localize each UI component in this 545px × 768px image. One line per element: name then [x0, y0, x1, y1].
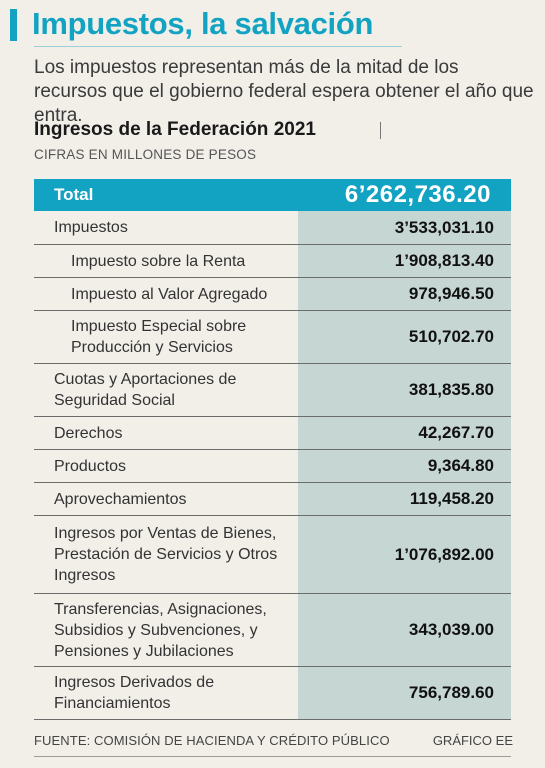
revenue-table: Impuestos 3’533,031.10 Impuesto sobre la R… [34, 211, 511, 720]
row-label: Ingresos Derivados de Financiamientos [54, 674, 215, 712]
row-value: 42,267.70 [418, 423, 494, 442]
row-label: Cuotas y Aportaciones de Seguridad Socia… [54, 371, 237, 409]
row-value: 343,039.00 [408, 620, 494, 639]
row-value: 3’533,031.10 [394, 218, 494, 237]
row-value: 381,835.80 [408, 380, 494, 399]
title-block: Impuestos, la salvación [10, 6, 410, 46]
table-row: Productos 9,364.80 [34, 450, 511, 483]
row-value: 1’076,892.00 [394, 545, 494, 564]
row-value: 119,458.20 [409, 489, 494, 508]
title-accent-bar [10, 9, 17, 41]
table-row: Impuesto Especial sobre Producción y Ser… [34, 311, 511, 364]
source-note: FUENTE: COMISIÓN DE HACIENDA Y CRÉDITO P… [34, 733, 390, 748]
row-value: 510,702.70 [408, 327, 494, 346]
table-title: Ingresos de la Federación 2021 [34, 119, 316, 140]
row-label: Ingresos por Ventas de Bienes, Prestació… [54, 525, 278, 584]
row-label: Impuesto sobre la Renta [71, 253, 246, 270]
row-label: Impuesto Especial sobre Producción y Ser… [71, 318, 247, 356]
row-label: Impuesto al Valor Agregado [71, 286, 268, 303]
row-label: Productos [54, 458, 127, 475]
table-row: Ingresos Derivados de Financiamientos 756… [34, 667, 511, 720]
table-row: Ingresos por Ventas de Bienes, Prestació… [34, 516, 511, 594]
row-value: 9,364.80 [427, 456, 494, 475]
table-row: Derechos 42,267.70 [34, 417, 511, 450]
footer-divider [34, 756, 511, 757]
row-label: Transferencias, Asignaciones, Subsidios … [54, 601, 267, 660]
title-divider [34, 46, 402, 47]
row-value: 756,789.60 [408, 683, 494, 702]
total-label: Total [54, 185, 94, 204]
row-value: 978,946.50 [408, 284, 494, 303]
table-units: CIFRAS EN MILLONES DE PESOS [34, 147, 257, 162]
table-row: Impuestos 3’533,031.10 [34, 211, 511, 245]
table-row: Cuotas y Aportaciones de Seguridad Socia… [34, 364, 511, 417]
value-column-background [298, 211, 511, 720]
page-title: Impuestos, la salvación [32, 6, 374, 41]
row-label: Impuestos [54, 219, 128, 236]
total-value: 6’262,736.20 [344, 181, 491, 208]
row-label: Derechos [54, 425, 123, 442]
row-label: Aprovechamientos [54, 491, 187, 508]
graphic-credit: GRÁFICO EE [432, 733, 513, 748]
table-row: Impuesto sobre la Renta 1’908,813.40 [34, 245, 511, 278]
table-row: Aprovechamientos 119,458.20 [34, 483, 511, 516]
row-value: 1’908,813.40 [394, 251, 494, 270]
table-row: Impuesto al Valor Agregado 978,946.50 [34, 278, 511, 311]
page-subtitle: Los impuestos representan más de la mita… [34, 57, 534, 126]
title-tick-divider [380, 122, 381, 139]
total-row: Total 6’262,736.20 [34, 179, 511, 211]
table-row: Transferencias, Asignaciones, Subsidios … [34, 594, 511, 667]
